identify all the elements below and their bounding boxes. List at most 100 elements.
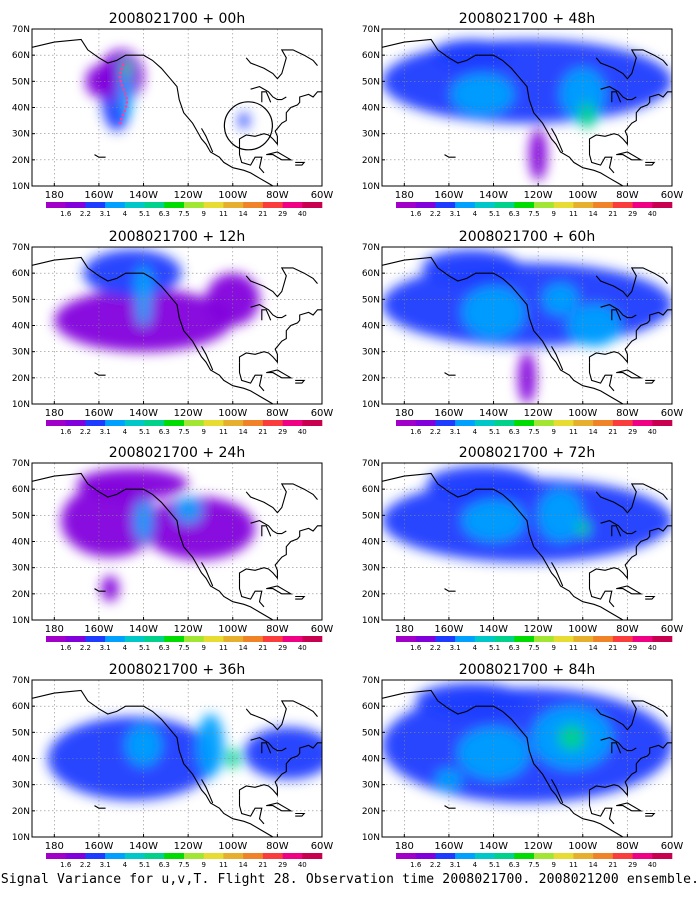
- coastline: [645, 595, 656, 600]
- colorbar-label: 3.1: [100, 644, 111, 652]
- colorbar-label: 4: [473, 861, 478, 869]
- y-tick-label: 50N: [362, 295, 380, 305]
- colorbar-swatch: [65, 853, 86, 859]
- x-tick-label: 140W: [479, 408, 508, 419]
- colorbar-swatch: [573, 853, 594, 859]
- variance-contour: [76, 468, 189, 500]
- coastline: [261, 525, 272, 537]
- coastline: [444, 805, 456, 809]
- colorbar-label: 6.3: [509, 210, 520, 218]
- y-tick-label: 30N: [12, 781, 30, 791]
- coastlines: [32, 472, 322, 620]
- colorbar-label: 7.5: [528, 644, 539, 652]
- colorbar-swatch: [124, 636, 145, 642]
- coastline: [616, 802, 643, 812]
- colorbar-swatch: [105, 853, 126, 859]
- x-tick-label: 100W: [218, 624, 247, 635]
- colorbar-swatch: [85, 202, 106, 208]
- x-tick-label: 120W: [524, 624, 553, 635]
- coastline: [444, 588, 456, 592]
- map-grid: [32, 680, 322, 837]
- colorbar-label: 3.1: [450, 644, 461, 652]
- flight-track-point: [120, 117, 123, 121]
- variance-contour: [174, 497, 202, 524]
- y-tick-label: 20N: [12, 807, 30, 817]
- x-tick-label: 60W: [661, 624, 684, 635]
- colorbar-swatch: [455, 202, 476, 208]
- coastline: [261, 91, 272, 103]
- y-tick-label: 40N: [362, 755, 380, 765]
- flight-track-point: [122, 88, 126, 92]
- colorbar-swatch: [203, 420, 224, 426]
- colorbar-swatch: [243, 420, 264, 426]
- variance-contour: [134, 499, 153, 542]
- colorbar-swatch: [396, 420, 417, 426]
- coastline: [261, 309, 272, 321]
- colorbar-label: 6.3: [159, 210, 170, 218]
- colorbar-label: 4: [123, 210, 128, 218]
- colorbar-label: 9: [551, 861, 555, 869]
- variance-contour: [578, 102, 597, 129]
- colorbar-label: 14: [239, 861, 248, 869]
- colorbar-swatch: [124, 853, 145, 859]
- coastline: [382, 472, 625, 620]
- y-tick-label: 60N: [12, 485, 30, 495]
- x-tick-label: 180: [45, 624, 64, 635]
- colorbar-swatch: [243, 636, 264, 642]
- x-tick-label: 180: [45, 841, 64, 852]
- colorbar-label: 6.3: [159, 428, 170, 436]
- coastline: [382, 689, 625, 837]
- colorbar-swatch: [415, 853, 436, 859]
- colorbar-label: 5.1: [139, 428, 150, 436]
- colorbar-label: 2.2: [80, 861, 91, 869]
- colorbar-swatch: [223, 420, 244, 426]
- y-tick-label: 50N: [12, 77, 30, 87]
- y-tick-label: 40N: [362, 104, 380, 114]
- colorbar-swatch: [396, 202, 417, 208]
- y-tick-label: 10N: [12, 616, 30, 626]
- coastline: [94, 154, 106, 158]
- colorbar-label: 40: [298, 428, 307, 436]
- colorbar-label: 29: [278, 428, 287, 436]
- variance-contour: [243, 727, 322, 780]
- colorbar-label: 21: [608, 644, 617, 652]
- coastline: [600, 304, 637, 319]
- x-tick-label: 180: [395, 624, 414, 635]
- colorbar-label: 11: [569, 644, 578, 652]
- variance-field: [60, 468, 256, 602]
- y-tick-label: 60N: [12, 51, 30, 61]
- map-panel-48h: 2008021700 + 48h 10N 20N 30N 40N 50N 60N 70N 180…: [362, 11, 684, 218]
- colorbar-swatch: [46, 636, 67, 642]
- colorbar-swatch: [435, 420, 456, 426]
- colorbar-label: 14: [239, 210, 248, 218]
- colorbar-label: 2.2: [430, 861, 441, 869]
- colorbar-label: 2.2: [80, 428, 91, 436]
- coastline: [32, 38, 275, 186]
- coastline: [616, 585, 643, 595]
- colorbar-label: 9: [201, 644, 205, 652]
- x-tick-label: 120W: [174, 624, 203, 635]
- x-tick-label: 80W: [266, 841, 289, 852]
- panel-title: 2008021700 + 60h: [459, 229, 595, 245]
- coastline: [595, 267, 668, 298]
- colorbar-swatch: [553, 202, 574, 208]
- colorbar-swatch: [65, 636, 86, 642]
- colorbar-label: 4: [473, 428, 478, 436]
- colorbar-label: 1.6: [60, 428, 72, 436]
- colorbar-swatch: [262, 636, 283, 642]
- map-panel-84h: 2008021700 + 84h 10N 20N 30N 40N 50N 60N 70N 180…: [362, 662, 684, 869]
- colorbar-swatch: [514, 636, 535, 642]
- colorbar-swatch: [164, 202, 185, 208]
- colorbar-swatch: [593, 636, 614, 642]
- coastline: [600, 520, 637, 535]
- y-tick-label: 20N: [12, 156, 30, 166]
- colorbar-label: 5.1: [139, 861, 150, 869]
- colorbar-swatch: [203, 853, 224, 859]
- coastline: [551, 128, 564, 153]
- coastline: [245, 483, 318, 514]
- coastline: [238, 742, 322, 797]
- variance-contour: [451, 73, 514, 116]
- colorbar-label: 29: [278, 210, 287, 218]
- panel-title: 2008021700 + 24h: [109, 445, 245, 461]
- y-tick-label: 50N: [12, 295, 30, 305]
